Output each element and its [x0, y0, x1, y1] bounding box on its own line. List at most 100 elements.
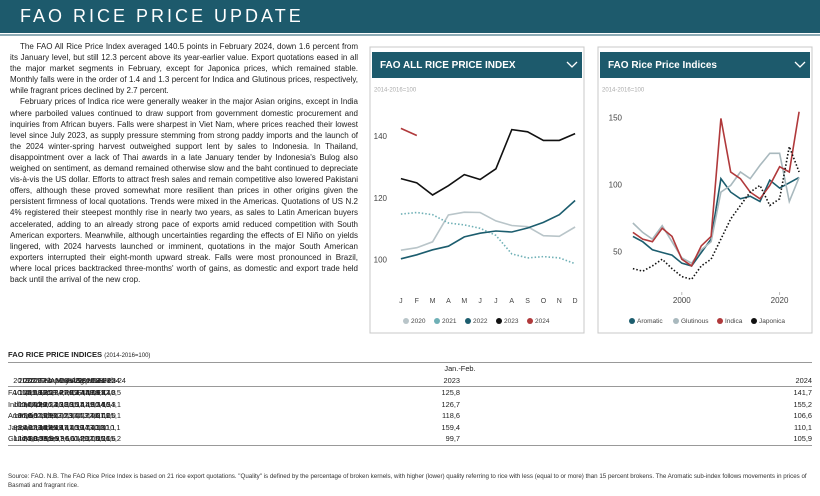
table-cell: 151,8	[76, 399, 95, 409]
table-cell: 89,6	[18, 422, 33, 432]
table-cell: 126,2	[60, 388, 80, 398]
y-tick-label: 100	[374, 255, 388, 264]
table-cell: 141,7	[76, 388, 95, 398]
table-row: FAO ALL RICE PRICE INDEX 101,5 110,2 105,8 1…	[8, 387, 812, 399]
table-cell: 110,1	[794, 422, 812, 432]
chart-subtitle: 2014-2016=100	[374, 88, 417, 94]
legend-label: 2023	[504, 318, 519, 325]
table-cell: 110,1	[102, 422, 121, 432]
table-cell: 124,3	[13, 433, 32, 446]
legend-label: 2022	[473, 318, 488, 325]
table-cell: 108,0	[97, 411, 116, 421]
table-cell: 117,0	[39, 411, 58, 421]
panel-title: FAO Rice Price Indices	[608, 60, 717, 71]
table-cell: 141,7	[793, 388, 813, 398]
header-cell	[8, 362, 108, 375]
legend-swatch	[629, 318, 635, 324]
x-tick-label: F	[415, 298, 419, 305]
x-tick-label: A	[509, 298, 514, 305]
legend-label: 2021	[442, 318, 457, 325]
table-cell: 106,6	[793, 411, 813, 421]
table-cell: 112,8	[81, 433, 100, 446]
table-cell: 96,6	[60, 433, 75, 446]
x-tick-label: S	[525, 298, 530, 305]
panel-header	[600, 52, 810, 78]
legend-label: Japonica	[759, 318, 785, 325]
table-row: Glutinous Index 124,3 124,0 87,3 88,5 103,5 98…	[8, 433, 812, 446]
x-tick-label: M	[430, 298, 436, 305]
table-cell: 99,7	[108, 433, 460, 446]
column-header: Feb-23	[39, 374, 63, 387]
table-cell: 100,6	[13, 399, 32, 409]
table-cell: 140,5	[102, 388, 122, 398]
price-table: Jan.-Feb. 2019 2020 2021 2022 2023 Feb-23 Mar-2…	[8, 362, 812, 446]
column-header: Oct-23	[81, 374, 104, 387]
body-text: The FAO All Rice Price Index averaged 14…	[10, 41, 358, 285]
table-cell: 113,5	[34, 411, 53, 421]
column-header: 2019	[13, 374, 30, 387]
table-cell: 105,9	[460, 433, 812, 446]
table-cell: 105,2	[102, 433, 121, 446]
table-title: FAO RICE PRICE INDICES	[8, 350, 103, 359]
table-cell: 156,3	[97, 399, 116, 409]
column-header: 2020	[18, 374, 35, 387]
chart-subtitle: 2014-2016=100	[602, 88, 645, 94]
table-cell: 113,4	[76, 411, 95, 421]
series-line	[400, 128, 576, 196]
table-cell: 147,1	[55, 422, 74, 432]
x-tick-label: N	[557, 298, 562, 305]
table-cell: 97,6	[55, 433, 70, 446]
header-bar	[0, 0, 820, 33]
column-header: 2023	[108, 374, 460, 387]
column-header: 2024	[460, 374, 812, 387]
legend-label: 2024	[535, 318, 550, 325]
x-tick-label: 2000	[673, 296, 691, 305]
table-cell: 112,6	[81, 411, 100, 421]
table-cell: 116,9	[55, 411, 74, 421]
legend-swatch	[717, 318, 723, 324]
chart-panel	[369, 46, 585, 334]
table-cell: 130,0	[60, 399, 80, 409]
table-cell: 105,1	[102, 411, 122, 421]
panel-title: FAO ALL RICE PRICE INDEX	[380, 60, 516, 71]
header-title: FAO RICE PRICE UPDATE	[20, 6, 304, 26]
table-cell: 126,4	[39, 399, 59, 409]
table-row: Aromatic Index 106,0 97,6 86,9 102,0 113,5 117…	[8, 410, 812, 422]
table-cell: 106,0	[13, 411, 32, 421]
series-line	[400, 199, 576, 260]
x-tick-label: J	[478, 298, 482, 305]
y-tick-label: 120	[374, 194, 388, 203]
legend-swatch	[673, 318, 679, 324]
header-row: Jan.-Feb.	[8, 362, 812, 375]
column-header: Jun-23	[60, 374, 84, 387]
x-tick-label: J	[399, 298, 403, 305]
x-tick-label: D	[573, 298, 578, 305]
table-row: Japonica Index 80,4 89,6 101,4 129,4 136,8 157…	[8, 422, 812, 434]
table-cell: 106,6	[97, 433, 116, 446]
series-line	[632, 152, 800, 265]
column-header: Feb-24	[102, 374, 126, 387]
table-cell: 159,4	[441, 422, 461, 432]
series-line	[400, 211, 576, 265]
table-title-row: FAO RICE PRICE INDICES (2014-2016=100)	[8, 350, 150, 359]
table-cell: 113,3	[81, 422, 100, 432]
column-header: Jan-24	[97, 374, 120, 387]
legend-label: Indica	[725, 318, 743, 325]
table-cell: 138,1	[34, 399, 53, 409]
table-cell: 132,0	[34, 388, 53, 398]
x-tick-label: 2020	[771, 296, 789, 305]
paragraph: February prices of Indica rice were gene…	[10, 97, 358, 284]
legend-swatch	[496, 318, 502, 324]
footnote: Source: FAO. N.B. The FAO Rice Price Ind…	[8, 473, 807, 489]
table-cell: 125,1	[39, 388, 59, 398]
series-line	[632, 111, 800, 268]
panel-header	[372, 52, 582, 78]
table-cell: 124,4	[76, 422, 95, 432]
table-cell: 80,4	[13, 422, 28, 432]
x-tick-label: J	[494, 298, 498, 305]
header-cell	[8, 374, 14, 387]
table-cell: 98,6	[39, 433, 54, 446]
table-cell: 114,4	[18, 399, 37, 409]
legend-swatch	[465, 318, 471, 324]
